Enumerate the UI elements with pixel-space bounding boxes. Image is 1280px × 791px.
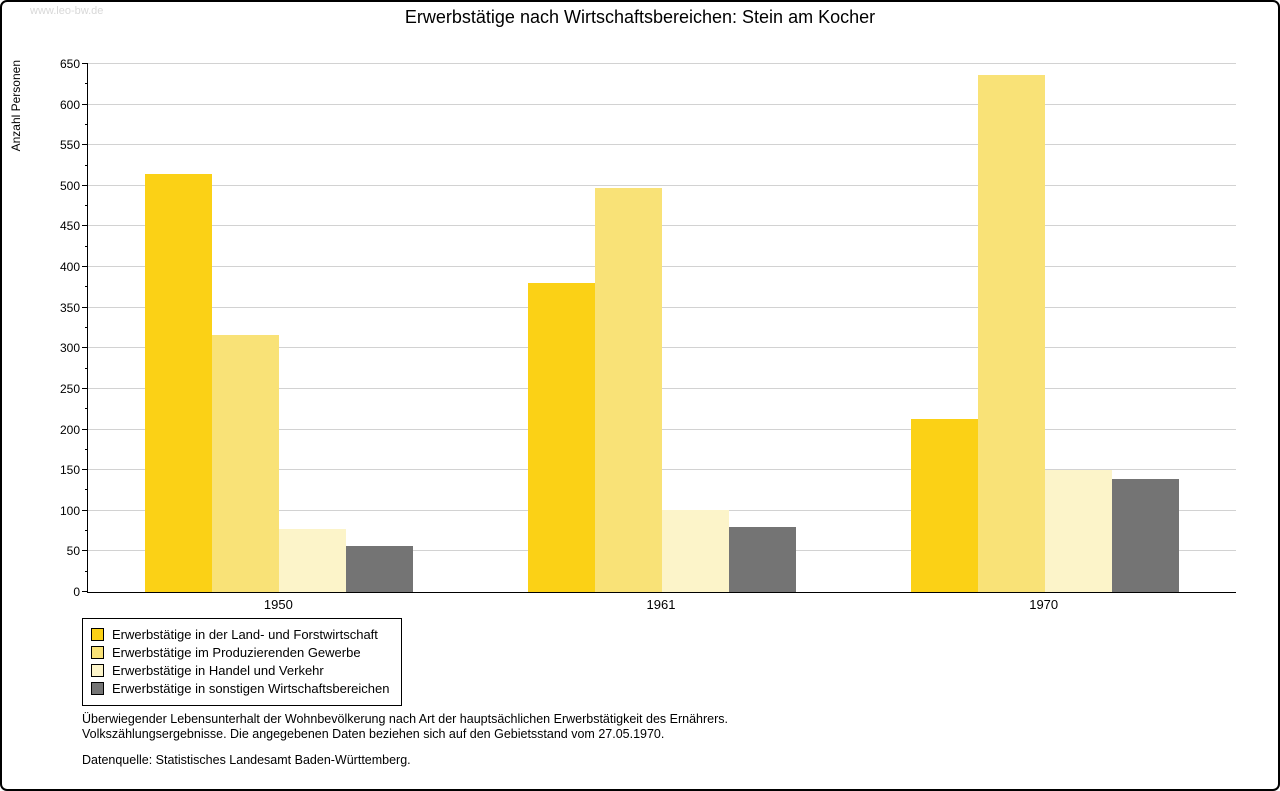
y-tick-label: 200 bbox=[59, 422, 80, 437]
gridline bbox=[88, 103, 1236, 105]
y-tick-label: 150 bbox=[59, 463, 80, 478]
gridline bbox=[88, 225, 1236, 227]
leo-bw-watermark: www.leo-bw.de bbox=[30, 5, 104, 17]
gridline bbox=[88, 63, 1236, 64]
legend-swatch bbox=[91, 664, 104, 677]
legend-item: Erwerbstätige im Produzierenden Gewerbe bbox=[91, 645, 389, 660]
y-tick-label: 400 bbox=[59, 260, 80, 275]
legend-swatch bbox=[91, 682, 104, 695]
bar bbox=[595, 188, 662, 592]
y-axis-minor-tick bbox=[85, 327, 88, 328]
footnote-line-2: Volkszählungsergebnisse. Die angegebenen… bbox=[82, 727, 665, 742]
y-tick-label: 300 bbox=[59, 341, 80, 356]
y-tick-label: 100 bbox=[59, 503, 80, 518]
bar-group-1970 bbox=[853, 64, 1236, 592]
y-axis-tick bbox=[82, 225, 88, 227]
y-axis-minor-tick bbox=[85, 570, 88, 572]
x-axis-labels: 1950 1961 1970 bbox=[87, 597, 1235, 612]
y-axis-tick bbox=[82, 63, 88, 64]
gridline bbox=[88, 144, 1236, 146]
x-tick-label-1961: 1961 bbox=[646, 597, 676, 612]
y-axis-minor-tick bbox=[85, 164, 88, 166]
gridline bbox=[88, 306, 1236, 308]
y-axis-minor-tick bbox=[85, 205, 88, 207]
y-axis-minor-tick bbox=[85, 83, 88, 85]
y-axis-minor-tick bbox=[85, 530, 88, 532]
y-tick-label: 0 bbox=[73, 585, 80, 599]
y-axis-tick bbox=[82, 266, 88, 268]
plot-area bbox=[82, 63, 1236, 593]
y-tick-label: 450 bbox=[59, 219, 80, 234]
y-axis-minor-tick bbox=[85, 448, 88, 450]
bar-group-1961 bbox=[471, 64, 854, 592]
bar-groups bbox=[88, 64, 1236, 592]
bar bbox=[528, 283, 595, 592]
y-axis-tick bbox=[82, 306, 88, 308]
legend-item: Erwerbstätige in sonstigen Wirtschaftsbe… bbox=[91, 681, 389, 696]
footnote-line-1: Überwiegender Lebensunterhalt der Wohnbe… bbox=[82, 712, 728, 726]
data-source: Datenquelle: Statistisches Landesamt Bad… bbox=[82, 753, 411, 767]
bar bbox=[662, 509, 729, 592]
y-axis-tick bbox=[82, 184, 88, 186]
bar bbox=[729, 527, 796, 592]
y-axis-minor-tick bbox=[85, 367, 88, 369]
y-axis-minor-tick bbox=[85, 245, 88, 247]
y-axis-minor-tick bbox=[85, 123, 88, 125]
footnote: Überwiegender Lebensunterhalt der Wohnbe… bbox=[82, 712, 728, 743]
y-axis-tick bbox=[82, 387, 88, 389]
gridline bbox=[88, 184, 1236, 186]
chart-title: Erwerbstätige nach Wirtschaftsbereichen:… bbox=[404, 7, 876, 27]
y-axis-minor-tick bbox=[85, 286, 88, 288]
y-axis-tick bbox=[82, 509, 88, 511]
bar bbox=[910, 418, 978, 592]
bar bbox=[145, 174, 213, 592]
bar bbox=[977, 75, 1045, 592]
bar bbox=[1111, 479, 1179, 592]
y-tick-label: 250 bbox=[59, 381, 80, 396]
y-axis-tick-labels: 0 50 100 150 200 250 300 350 400 450 500 550 600 650 bbox=[2, 58, 80, 598]
y-axis-tick bbox=[82, 469, 88, 471]
gridline bbox=[88, 469, 1236, 471]
y-tick-label: 550 bbox=[59, 138, 80, 153]
x-tick-label-1970: 1970 bbox=[1029, 597, 1059, 612]
y-axis-tick bbox=[82, 428, 88, 430]
bar bbox=[346, 545, 414, 592]
y-tick-label: 650 bbox=[59, 57, 80, 71]
bar bbox=[212, 334, 280, 592]
gridline bbox=[88, 266, 1236, 268]
y-axis-tick bbox=[82, 591, 88, 592]
legend-item: Erwerbstätige in der Land- und Forstwirt… bbox=[91, 627, 389, 642]
y-axis-minor-tick bbox=[85, 408, 88, 410]
bar-group-1950 bbox=[88, 64, 471, 592]
y-axis-tick bbox=[82, 347, 88, 349]
gridline bbox=[88, 347, 1236, 349]
y-axis-minor-tick bbox=[85, 489, 88, 491]
bar bbox=[1044, 470, 1112, 592]
legend: Erwerbstätige in der Land- und Forstwirt… bbox=[82, 618, 403, 706]
y-tick-label: 600 bbox=[59, 97, 80, 112]
y-tick-label: 350 bbox=[59, 300, 80, 315]
legend-swatch bbox=[91, 628, 104, 641]
legend-label: Erwerbstätige im Produzierenden Gewerbe bbox=[112, 645, 361, 660]
legend-label: Erwerbstätige in der Land- und Forstwirt… bbox=[112, 627, 378, 642]
y-tick-label: 500 bbox=[59, 178, 80, 193]
gridline bbox=[88, 428, 1236, 430]
y-axis-tick bbox=[82, 144, 88, 146]
y-axis-tick bbox=[82, 103, 88, 105]
legend-label: Erwerbstätige in sonstigen Wirtschaftsbe… bbox=[112, 681, 390, 696]
y-tick-label: 50 bbox=[66, 544, 80, 559]
legend-label: Erwerbstätige in Handel und Verkehr bbox=[112, 663, 324, 678]
y-axis-tick bbox=[82, 550, 88, 552]
legend-swatch bbox=[91, 646, 104, 659]
legend-item: Erwerbstätige in Handel und Verkehr bbox=[91, 663, 389, 678]
gridline bbox=[88, 387, 1236, 389]
bar bbox=[279, 528, 347, 592]
x-tick-label-1950: 1950 bbox=[263, 597, 293, 612]
